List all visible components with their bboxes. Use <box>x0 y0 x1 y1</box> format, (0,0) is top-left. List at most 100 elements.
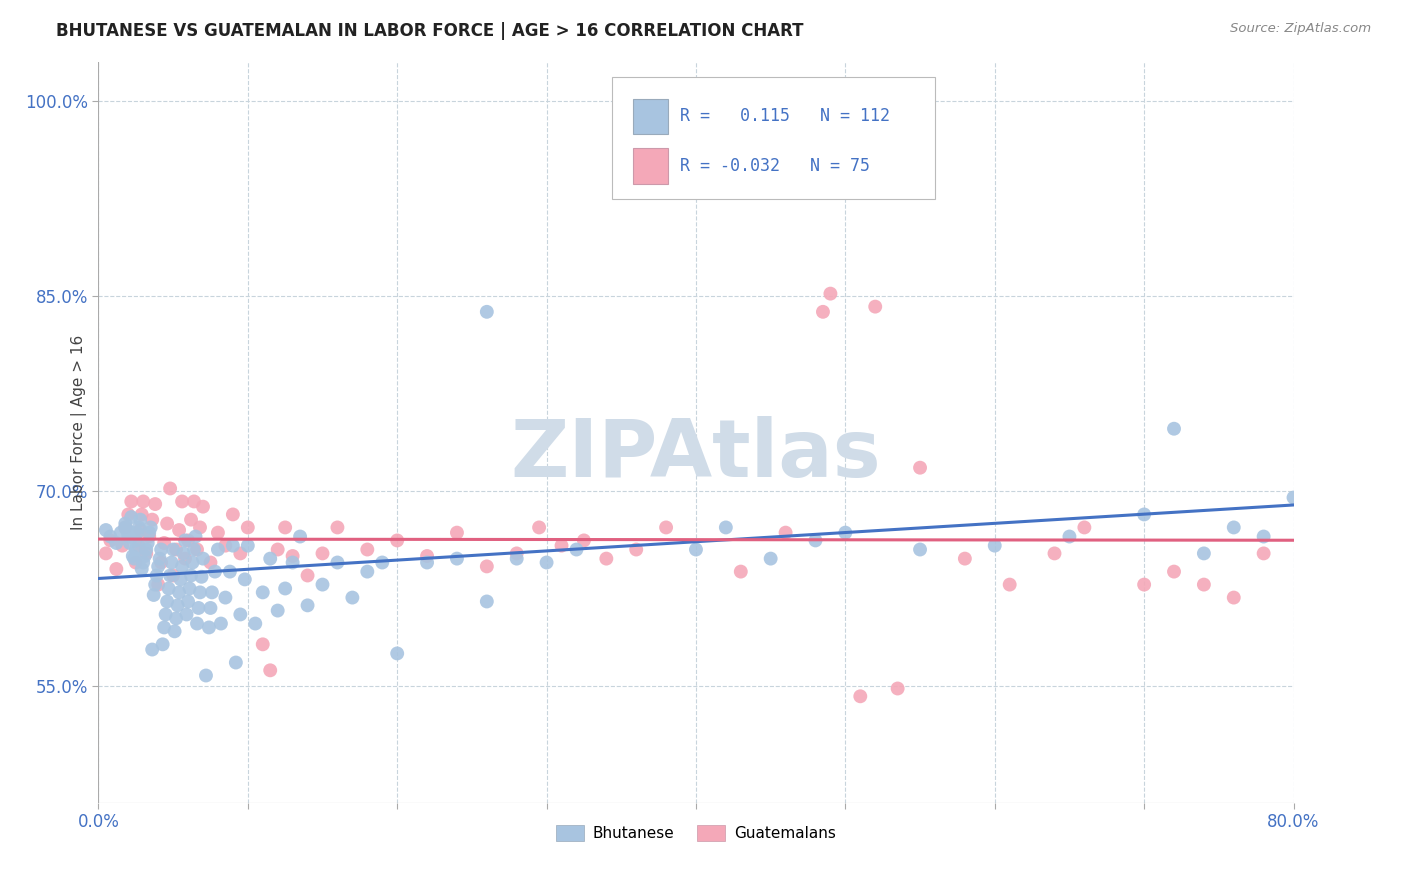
Point <box>655 520 678 534</box>
Point <box>222 539 245 553</box>
Point <box>155 607 177 622</box>
Point <box>131 508 153 522</box>
Point <box>385 647 409 661</box>
Point <box>177 594 200 608</box>
Point <box>200 601 222 615</box>
Point <box>115 523 138 537</box>
Point <box>191 551 214 566</box>
Point <box>865 300 887 314</box>
FancyBboxPatch shape <box>633 99 668 135</box>
Point <box>1343 343 1365 358</box>
Text: R =   0.115   N = 112: R = 0.115 N = 112 <box>681 108 890 126</box>
Point <box>148 577 170 591</box>
Point <box>184 529 207 543</box>
Point <box>1312 551 1334 566</box>
Point <box>114 520 136 534</box>
Point <box>145 568 167 582</box>
Point <box>1223 520 1246 534</box>
Point <box>165 611 187 625</box>
Point <box>204 565 226 579</box>
Point <box>94 523 117 537</box>
Point <box>162 542 184 557</box>
Point <box>1253 546 1275 560</box>
Point <box>167 585 190 599</box>
Point <box>356 565 378 579</box>
Point <box>195 668 218 682</box>
Point <box>207 525 229 540</box>
Point <box>177 533 200 548</box>
Point <box>191 500 214 514</box>
Point <box>129 523 152 537</box>
Point <box>141 513 163 527</box>
Point <box>173 546 195 560</box>
Point <box>125 533 148 548</box>
Point <box>187 601 209 615</box>
Point <box>149 551 172 566</box>
Point <box>834 525 856 540</box>
Point <box>142 588 165 602</box>
Point <box>274 520 297 534</box>
Point <box>156 516 179 531</box>
Point <box>120 494 142 508</box>
Point <box>141 642 163 657</box>
Point <box>94 546 117 560</box>
Point <box>259 551 281 566</box>
Point <box>267 542 290 557</box>
Point <box>225 656 247 670</box>
Point <box>188 585 211 599</box>
Point <box>527 520 550 534</box>
Point <box>371 556 394 570</box>
Point <box>148 559 170 574</box>
Point <box>416 549 439 563</box>
Point <box>326 556 349 570</box>
Point <box>172 494 194 508</box>
Point <box>572 533 595 548</box>
Point <box>190 570 212 584</box>
Point <box>1073 520 1095 534</box>
Point <box>245 616 267 631</box>
Point <box>127 525 149 540</box>
Point <box>121 549 143 563</box>
Point <box>186 542 208 557</box>
Point <box>143 577 166 591</box>
Point <box>1059 529 1081 543</box>
Point <box>953 551 976 566</box>
Point <box>446 525 468 540</box>
Point <box>110 525 132 540</box>
Point <box>174 533 197 548</box>
Point <box>111 539 134 553</box>
Point <box>153 536 176 550</box>
Point <box>159 568 181 582</box>
Point <box>1133 577 1156 591</box>
Point <box>150 556 173 570</box>
Point <box>222 508 245 522</box>
Point <box>595 551 617 566</box>
Point <box>1043 546 1066 560</box>
Point <box>209 616 232 631</box>
Point <box>120 525 142 540</box>
Point <box>475 559 498 574</box>
Point <box>114 520 136 534</box>
Text: BHUTANESE VS GUATEMALAN IN LABOR FORCE | AGE > 16 CORRELATION CHART: BHUTANESE VS GUATEMALAN IN LABOR FORCE |… <box>56 22 804 40</box>
Point <box>1133 508 1156 522</box>
Point <box>252 585 274 599</box>
Point <box>416 556 439 570</box>
Point <box>152 637 174 651</box>
Point <box>183 542 205 557</box>
Point <box>342 591 364 605</box>
Point <box>98 533 122 548</box>
Point <box>1192 577 1215 591</box>
Point <box>125 556 148 570</box>
Point <box>117 529 139 543</box>
Point <box>159 482 181 496</box>
Point <box>135 542 157 557</box>
FancyBboxPatch shape <box>633 148 668 184</box>
Point <box>132 494 155 508</box>
Point <box>165 542 187 557</box>
Point <box>172 559 194 574</box>
Point <box>811 305 834 319</box>
Point <box>550 539 572 553</box>
Point <box>134 549 156 563</box>
Point <box>135 546 157 560</box>
Point <box>157 582 180 596</box>
